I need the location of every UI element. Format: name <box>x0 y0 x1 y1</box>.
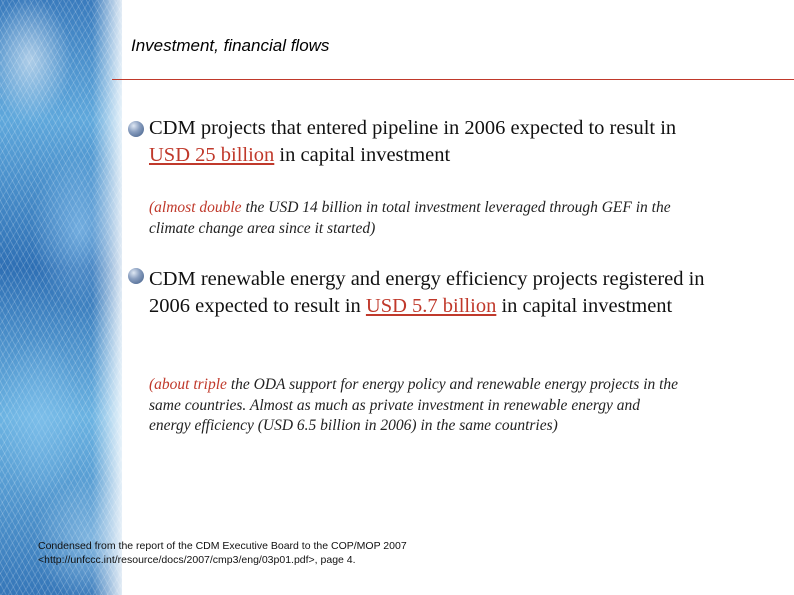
source-line-2: <http://unfccc.int/resource/docs/2007/cm… <box>38 554 356 566</box>
bullet-icon <box>128 268 144 284</box>
bullet-2-lead: CDM renewable energy and energy efficien… <box>149 268 705 317</box>
bullet-2-highlight: USD 5.7 billion <box>365 295 497 317</box>
bullet-2-text: CDM renewable energy and energy efficien… <box>149 266 709 320</box>
bullet-2-note-text: the ODA support for energy policy and re… <box>149 376 679 434</box>
slide-title: Investment, financial flows <box>131 36 330 55</box>
bullet-1-note-highlight: (almost double <box>149 199 242 216</box>
bullet-1-text: CDM projects that entered pipeline in 20… <box>149 115 709 169</box>
bullet-2-tail: in capital investment <box>496 295 673 317</box>
bullet-1-lead: CDM projects that entered pipeline in 20… <box>149 117 677 139</box>
bullet-icon <box>128 121 144 137</box>
source-citation: Condensed from the report of the CDM Exe… <box>38 539 407 567</box>
bullet-1-tail: in capital investment <box>274 144 451 166</box>
source-line-1: Condensed from the report of the CDM Exe… <box>38 540 407 552</box>
bullet-1-note-text: the USD 14 billion in total investment l… <box>149 199 671 237</box>
title-divider <box>112 79 794 80</box>
bullet-1-highlight: USD 25 billion <box>149 144 275 166</box>
bullet-2-note: (about triple the ODA support for energy… <box>149 375 684 437</box>
decorative-side-image <box>0 0 122 595</box>
bullet-1-note: (almost double the USD 14 billion in tot… <box>149 198 694 239</box>
bullet-2-note-highlight: (about triple <box>149 376 227 393</box>
